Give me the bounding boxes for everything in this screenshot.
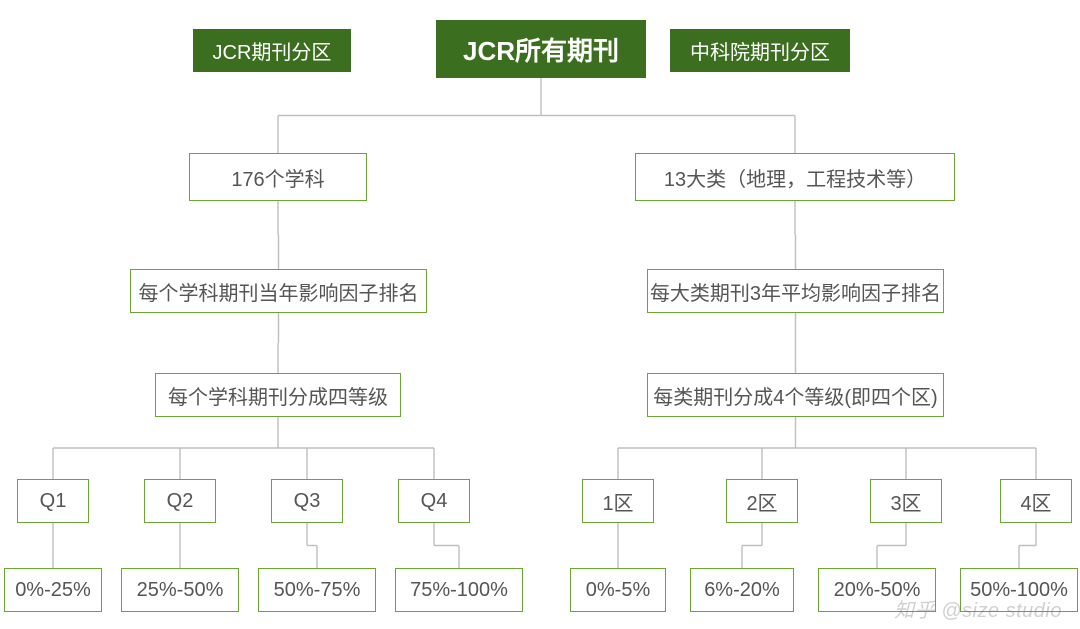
node-header_right: 中科院期刊分区 xyxy=(670,29,850,72)
node-R1: 13大类（地理，工程技术等） xyxy=(635,153,955,201)
node-R2: 每大类期刊3年平均影响因子排名 xyxy=(647,269,944,313)
node-LR3: 50%-75% xyxy=(258,568,376,612)
node-LQ4: Q4 xyxy=(398,479,470,523)
node-R3: 每类期刊分成4个等级(即四个区) xyxy=(647,373,944,417)
connector-layer xyxy=(0,0,1080,629)
node-LQ3: Q3 xyxy=(271,479,343,523)
node-RR2: 6%-20% xyxy=(690,568,794,612)
node-LR1: 0%-25% xyxy=(4,568,102,612)
node-LR2: 25%-50% xyxy=(121,568,239,612)
node-root: JCR所有期刊 xyxy=(436,20,646,78)
node-LR4: 75%-100% xyxy=(395,568,523,612)
node-RR3: 20%-50% xyxy=(818,568,936,612)
node-RR4: 50%-100% xyxy=(960,568,1078,612)
node-RZ1: 1区 xyxy=(582,479,654,523)
node-RZ2: 2区 xyxy=(726,479,798,523)
node-L2: 每个学科期刊当年影响因子排名 xyxy=(130,269,427,313)
node-L3: 每个学科期刊分成四等级 xyxy=(155,373,401,417)
node-RZ4: 4区 xyxy=(1000,479,1072,523)
node-header_left: JCR期刊分区 xyxy=(193,29,351,72)
node-L1: 176个学科 xyxy=(189,153,367,201)
node-LQ1: Q1 xyxy=(17,479,89,523)
node-LQ2: Q2 xyxy=(144,479,216,523)
node-RR1: 0%-5% xyxy=(570,568,666,612)
node-RZ3: 3区 xyxy=(870,479,942,523)
